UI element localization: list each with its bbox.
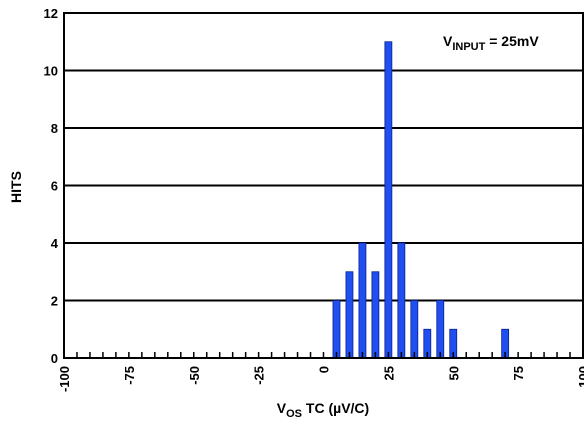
bar-10	[345, 271, 354, 359]
y-tick-label: 4	[51, 236, 59, 251]
y-tick-label: 6	[51, 179, 58, 194]
x-tick-label: 50	[446, 366, 461, 380]
annotation-main: V	[443, 33, 453, 49]
annotation-sub: INPUT	[452, 41, 485, 53]
x-tick-label: 25	[381, 366, 396, 380]
plot-frame	[63, 12, 584, 359]
input-annotation: VINPUT = 25mV	[443, 33, 539, 53]
x-tick-label: -50	[187, 366, 202, 385]
x-axis-title-main: V	[277, 400, 287, 416]
bar-5	[332, 300, 341, 359]
bar-35	[410, 300, 419, 359]
bar-25	[384, 41, 393, 359]
x-tick-label: -100	[57, 366, 72, 392]
x-tick-label: 100	[576, 366, 584, 388]
x-tick-labels: -100 -75 -50 -25 0 25 50 75 100	[57, 366, 584, 392]
bars	[332, 41, 510, 359]
bar-30	[397, 242, 406, 359]
gridlines	[64, 12, 583, 359]
x-tick-label: 75	[511, 366, 526, 380]
y-tick-label: 0	[51, 351, 58, 366]
bar-15	[358, 242, 367, 359]
x-tick-label: 0	[317, 366, 332, 373]
y-axis-title: HITS	[8, 171, 24, 203]
x-tick-label: -25	[252, 366, 267, 385]
x-axis-title: VOS TC (µV/C)	[277, 400, 369, 420]
x-tick-label: -75	[122, 366, 137, 385]
y-tick-label: 8	[51, 121, 58, 136]
bar-45	[436, 300, 445, 359]
bar-20	[371, 271, 380, 359]
x-axis-title-rest: TC (µV/C)	[302, 400, 369, 416]
y-tick-labels: 0 2 4 6 8 10 12	[44, 6, 59, 366]
y-tick-label: 12	[44, 6, 58, 21]
y-tick-label: 10	[44, 64, 58, 79]
y-tick-label: 2	[51, 294, 58, 309]
x-axis-title-sub: OS	[286, 408, 302, 420]
annotation-rest: = 25mV	[485, 33, 539, 49]
